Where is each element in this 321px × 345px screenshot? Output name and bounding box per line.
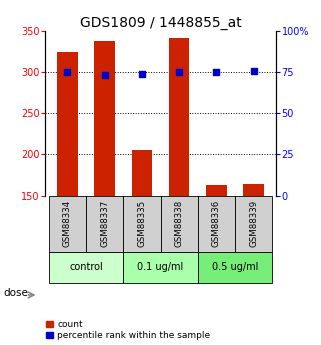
Bar bbox=[206, 185, 227, 196]
Text: GSM88339: GSM88339 bbox=[249, 200, 258, 247]
Point bbox=[214, 69, 219, 75]
Bar bbox=[94, 41, 115, 196]
FancyBboxPatch shape bbox=[198, 196, 235, 252]
Text: 0.5 ug/ml: 0.5 ug/ml bbox=[212, 263, 258, 273]
Point bbox=[65, 69, 70, 75]
Point bbox=[102, 73, 107, 78]
Point bbox=[139, 71, 144, 77]
Point bbox=[251, 68, 256, 73]
Bar bbox=[243, 184, 264, 196]
Text: GSM88337: GSM88337 bbox=[100, 200, 109, 247]
Bar bbox=[57, 52, 78, 196]
Text: control: control bbox=[69, 263, 103, 273]
FancyBboxPatch shape bbox=[86, 196, 123, 252]
FancyBboxPatch shape bbox=[198, 252, 272, 283]
Text: 0.1 ug/ml: 0.1 ug/ml bbox=[137, 263, 184, 273]
Legend: count, percentile rank within the sample: count, percentile rank within the sample bbox=[46, 320, 210, 341]
FancyBboxPatch shape bbox=[123, 252, 198, 283]
Point bbox=[177, 69, 182, 75]
FancyBboxPatch shape bbox=[160, 196, 198, 252]
Text: dose: dose bbox=[3, 288, 28, 298]
Bar bbox=[169, 38, 189, 196]
Text: GSM88334: GSM88334 bbox=[63, 200, 72, 247]
Text: GSM88336: GSM88336 bbox=[212, 200, 221, 247]
Text: GSM88335: GSM88335 bbox=[137, 200, 146, 247]
FancyBboxPatch shape bbox=[49, 252, 123, 283]
Title: GDS1809 / 1448855_at: GDS1809 / 1448855_at bbox=[80, 16, 241, 30]
Text: GSM88338: GSM88338 bbox=[175, 200, 184, 247]
FancyBboxPatch shape bbox=[49, 196, 86, 252]
FancyBboxPatch shape bbox=[123, 196, 160, 252]
Bar bbox=[132, 150, 152, 196]
FancyBboxPatch shape bbox=[235, 196, 272, 252]
